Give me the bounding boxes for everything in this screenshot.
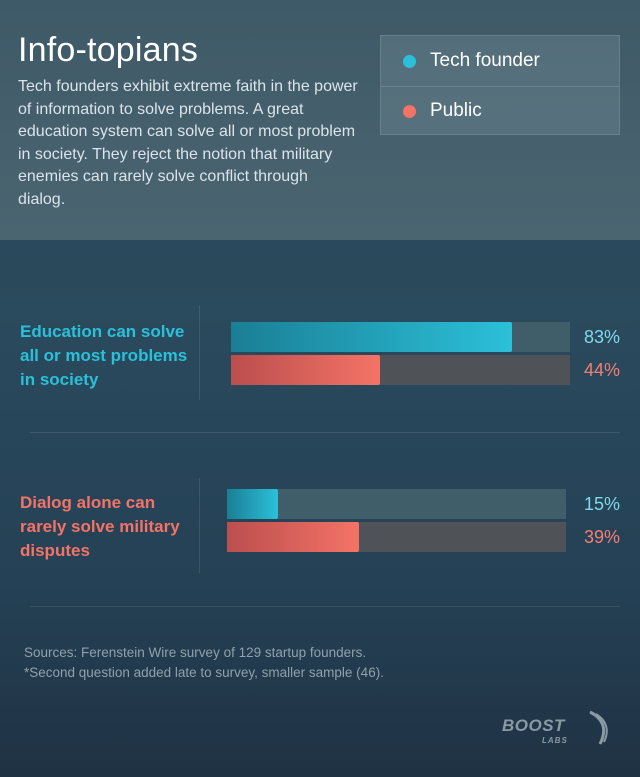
- value-label-dialog-public: 39%: [583, 527, 620, 547]
- legend-item-tech-founder: Tech founder: [381, 36, 619, 87]
- boost-labs-logo: BOOST LABS: [502, 708, 614, 748]
- tech-founder-dot-icon: [403, 54, 416, 68]
- question-label-dialog: Dialog alone can rarely solve military d…: [20, 493, 180, 560]
- sources-note: Sources: Ferenstein Wire survey of 129 s…: [24, 643, 384, 683]
- page-title: Info-topians: [18, 31, 199, 69]
- sources-line-2: *Second question added late to survey, s…: [24, 665, 384, 680]
- divider-vertical-1: [199, 305, 200, 400]
- divider-vertical-2: [199, 478, 200, 573]
- bar-track-education-tech: [231, 322, 570, 352]
- value-label-education-public: 44%: [583, 360, 620, 380]
- value-label-education-tech: 83%: [583, 327, 620, 347]
- bar-dialog-tech-founder: [227, 489, 278, 519]
- legend-item-public: Public: [381, 86, 619, 136]
- question-label-education: Education can solve all or most problems…: [20, 322, 188, 389]
- bar-track-education-public: [231, 355, 570, 385]
- bar-track-dialog-public: [227, 522, 566, 552]
- legend-label-tech-founder: Tech founder: [430, 50, 540, 71]
- logo-wordmark: BOOST: [502, 716, 565, 735]
- logo-subtext: LABS: [542, 736, 568, 745]
- bar-education-public: [231, 355, 381, 385]
- header-panel: Info-topians Tech founders exhibit extre…: [0, 0, 640, 240]
- boost-swoosh-icon: [589, 710, 608, 745]
- divider-horizontal-2: [30, 606, 620, 607]
- description-text: Tech founders exhibit extreme faith in t…: [18, 78, 358, 208]
- divider-horizontal-1: [30, 432, 620, 433]
- value-label-dialog-tech: 15%: [583, 494, 620, 514]
- sources-line-1: Sources: Ferenstein Wire survey of 129 s…: [24, 645, 367, 660]
- bar-dialog-public: [227, 522, 360, 552]
- bar-education-tech-founder: [231, 322, 513, 352]
- bar-track-dialog-tech: [227, 489, 566, 519]
- chart-legend: Tech founder Public: [380, 35, 620, 135]
- public-dot-icon: [403, 104, 416, 118]
- legend-label-public: Public: [430, 100, 482, 121]
